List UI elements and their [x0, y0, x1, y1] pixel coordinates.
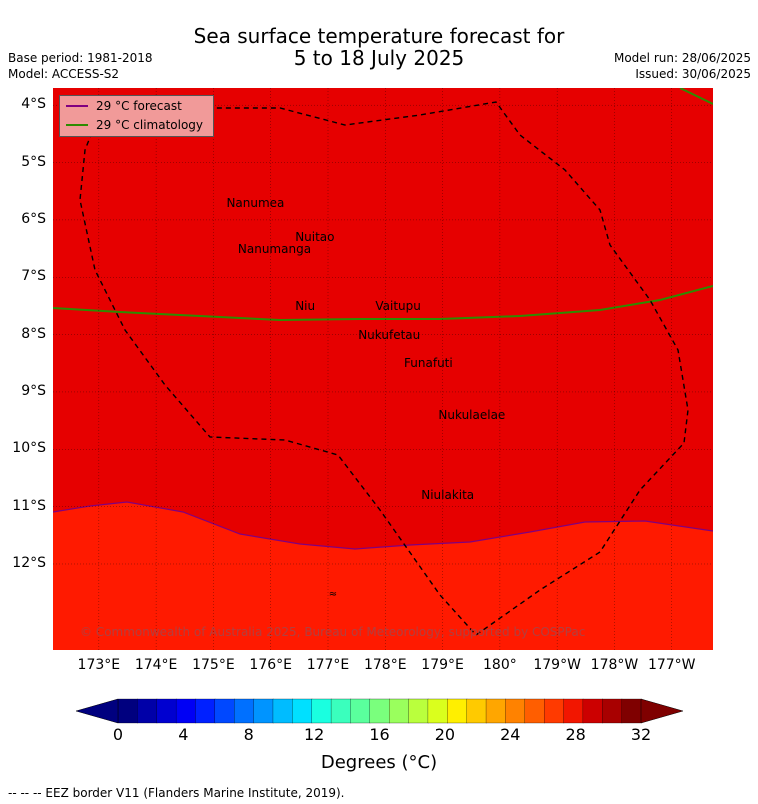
colorbar-segment [253, 698, 274, 724]
colorbar-segment [485, 698, 507, 724]
place-label: Nuitao [295, 230, 335, 245]
lon-label: 178°E [363, 657, 407, 673]
colorbar-segment [427, 698, 448, 724]
lat-label: 5°S [21, 153, 46, 170]
colorbar-segment [466, 698, 487, 724]
place-label: Nukulaelae [438, 407, 506, 422]
lat-label: 11°S [12, 497, 46, 514]
legend-swatch-climatology [66, 124, 88, 126]
colorbar-segment [350, 698, 371, 724]
model-run: Model run: 28/06/2025 [613, 51, 751, 65]
legend-label-forecast: 29 °C forecast [96, 99, 182, 113]
colorbar-segment [408, 698, 429, 724]
climatology-29c-contour [53, 285, 713, 322]
lon-label: 173°E [77, 657, 121, 673]
colorbar-segment [447, 698, 468, 724]
forecast-29c-contour [53, 501, 713, 550]
lon-label: 177°W [647, 657, 696, 673]
legend-label-climatology: 29 °C climatology [96, 118, 204, 132]
colorbar-segment [369, 698, 390, 724]
colorbar-tick: 20 [434, 725, 456, 744]
place-label: Funafuti [404, 356, 453, 371]
colorbar-tick: 32 [630, 725, 652, 744]
colorbar-segment [214, 698, 235, 724]
copyright-notice: © Commonwealth of Australia 2025, Bureau… [80, 625, 586, 639]
map-legend: 29 °C forecast 29 °C climatology [59, 95, 214, 137]
title-line-2: 5 to 18 July 2025 [293, 46, 465, 70]
lat-label: 9°S [21, 382, 46, 399]
colorbar-tick: 8 [243, 725, 254, 744]
sst-cooler-region [53, 502, 713, 650]
eez-border [79, 101, 689, 636]
place-label: Nanumea [226, 195, 285, 210]
colorbar-segment [505, 698, 526, 724]
lat-label: 6°S [21, 210, 46, 227]
colorbar-segment [563, 698, 584, 724]
colorbar-tick: 4 [178, 725, 189, 744]
colorbar-tick: 28 [565, 725, 586, 744]
colorbar-unit-label: Degrees (°C) [320, 752, 438, 773]
place-label: Nanumanga [237, 241, 312, 256]
graticule [53, 88, 713, 650]
colorbar-segment [156, 698, 177, 724]
title-line-1: Sea surface temperature forecast for [193, 24, 565, 48]
lon-label: 175°E [192, 657, 235, 673]
place-label: Niu [295, 298, 316, 313]
eez-footnote: -- -- -- EEZ border V11 (Flanders Marine… [8, 786, 345, 800]
legend-item-forecast: 29 °C forecast [66, 97, 182, 115]
colorbar-segment [602, 698, 623, 724]
lon-label: 178°W [590, 657, 639, 673]
colorbar-segment [621, 698, 642, 724]
lon-label: 174°E [134, 657, 178, 673]
lon-label: 179°W [533, 657, 581, 673]
colorbar-segment [543, 698, 565, 724]
lat-label: 12°S [12, 554, 46, 571]
lon-label: 179°E [421, 657, 464, 673]
colorbar-tick: 24 [500, 725, 521, 744]
lon-label: 177°E [306, 657, 350, 673]
colorbar-segment [234, 698, 255, 724]
colorbar-tick: 16 [369, 725, 390, 744]
colorbar-segment [195, 698, 216, 724]
place-label: Niulakita [421, 488, 475, 503]
colorbar-segment [389, 698, 410, 724]
lat-label: 4°S [21, 96, 46, 113]
colorbar-segment [272, 698, 293, 724]
colorbar-segment [292, 698, 313, 724]
colorbar-min-extend [75, 698, 119, 724]
colorbar-segment [311, 698, 332, 724]
colorbar-segment [524, 698, 545, 724]
colorbar-segment [175, 698, 197, 724]
lat-label: 7°S [21, 268, 46, 285]
colorbar-segment [137, 698, 158, 724]
lon-label: 180° [483, 657, 517, 673]
colorbar-segment [117, 698, 139, 724]
colorbar-segment [330, 698, 352, 724]
colorbar-segment [582, 698, 603, 724]
legend-swatch-forecast [66, 105, 88, 107]
lat-label: 8°S [21, 325, 46, 342]
base-period: Base period: 1981-2018 [8, 51, 153, 65]
colorbar-max-extend [640, 698, 684, 724]
place-label: Nukufetau [358, 327, 421, 342]
colorbar-tick: 12 [303, 725, 325, 744]
issued-date: Issued: 30/06/2025 [635, 67, 751, 81]
climatology-29c-contour-north [679, 88, 713, 105]
small-island-mark: ≈ [329, 589, 337, 600]
lon-label: 176°E [249, 657, 292, 673]
colorbar [75, 698, 684, 724]
lat-label: 10°S [12, 440, 46, 457]
place-label: Vaitupu [375, 298, 421, 313]
model-name: Model: ACCESS-S2 [8, 67, 120, 81]
colorbar-tick: 0 [112, 725, 124, 744]
legend-item-climatology: 29 °C climatology [66, 116, 203, 134]
